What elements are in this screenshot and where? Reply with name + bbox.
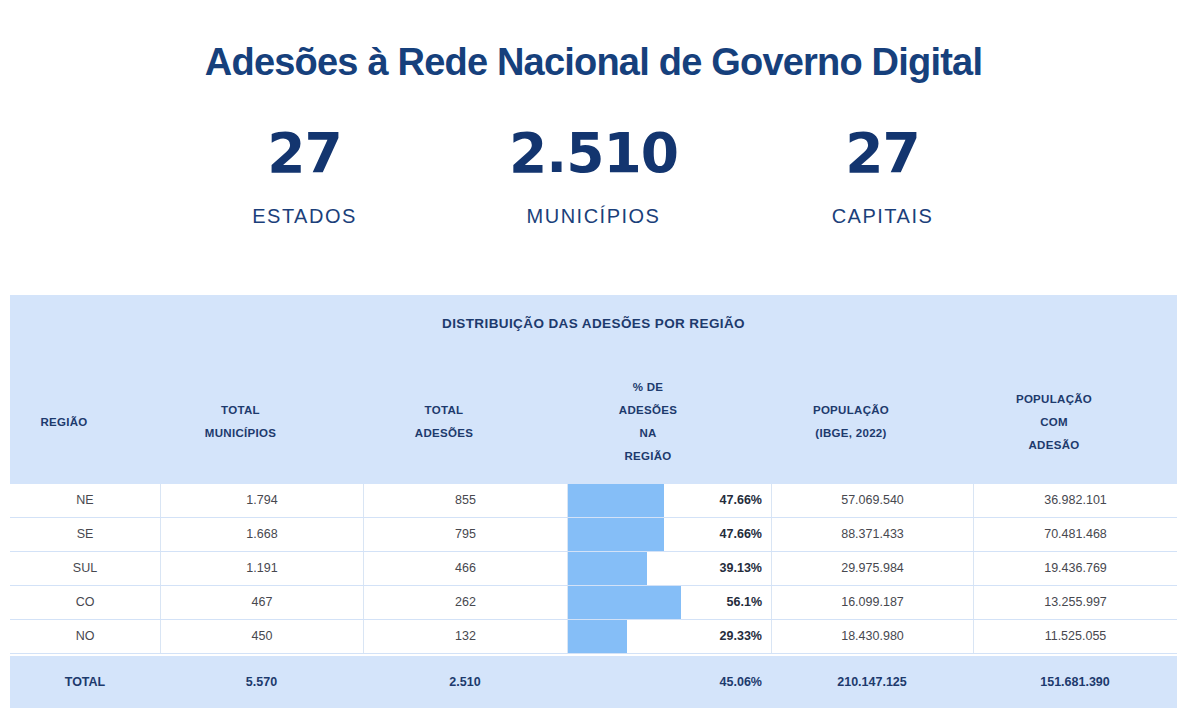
kpi-estados-value: 27 bbox=[160, 125, 449, 181]
cell-adesoes: 132 bbox=[363, 620, 567, 653]
cell-populacao: 57.069.540 bbox=[771, 484, 973, 517]
table-row-sul: SUL 1.191 466 39.13% 29.975.984 19.436.7… bbox=[10, 552, 1177, 586]
cell-pct: 39.13% bbox=[567, 552, 771, 585]
pct-bar bbox=[568, 518, 664, 551]
col-header-populacao: POPULAÇÃO(IBGE, 2022) bbox=[750, 399, 952, 445]
cell-populacao: 18.430.980 bbox=[771, 620, 973, 653]
pct-value: 29.33% bbox=[720, 629, 762, 643]
pct-bar bbox=[568, 586, 681, 619]
cell-pop-adesao: 70.481.468 bbox=[973, 518, 1177, 551]
table-row-no: NO 450 132 29.33% 18.430.980 11.525.055 bbox=[10, 620, 1177, 654]
pct-bar bbox=[568, 552, 647, 585]
cell-pct: 45.06% bbox=[567, 656, 771, 708]
cell-region: CO bbox=[10, 586, 160, 619]
cell-populacao: 88.371.433 bbox=[771, 518, 973, 551]
col-header-total-municipios: TOTALMUNICÍPIOS bbox=[139, 399, 342, 445]
cell-pct: 47.66% bbox=[567, 484, 771, 517]
table-body: NE 1.794 855 47.66% 57.069.540 36.982.10… bbox=[10, 484, 1177, 708]
cell-municipios: 5.570 bbox=[160, 656, 363, 708]
page-title: Adesões à Rede Nacional de Governo Digit… bbox=[0, 43, 1187, 81]
cell-pct: 29.33% bbox=[567, 620, 771, 653]
col-header-populacao-adesao: POPULAÇÃOCOMADESÃO bbox=[952, 388, 1156, 457]
table-header-row: REGIÃO TOTALMUNICÍPIOS TOTALADESÕES % DE… bbox=[0, 360, 1156, 484]
cell-populacao: 29.975.984 bbox=[771, 552, 973, 585]
table-row-co: CO 467 262 56.1% 16.099.187 13.255.997 bbox=[10, 586, 1177, 620]
cell-municipios: 1.191 bbox=[160, 552, 363, 585]
cell-pop-adesao: 19.436.769 bbox=[973, 552, 1177, 585]
col-header-total-adesoes: TOTALADESÕES bbox=[342, 399, 546, 445]
cell-adesoes: 855 bbox=[363, 484, 567, 517]
cell-pct: 56.1% bbox=[567, 586, 771, 619]
cell-populacao: 210.147.125 bbox=[771, 656, 973, 708]
cell-municipios: 1.794 bbox=[160, 484, 363, 517]
table-row-ne: NE 1.794 855 47.66% 57.069.540 36.982.10… bbox=[10, 484, 1177, 518]
pct-value: 47.66% bbox=[720, 493, 762, 507]
kpi-capitais: 27 CAPITAIS bbox=[738, 125, 1027, 224]
pct-value: 39.13% bbox=[720, 561, 762, 575]
cell-region: TOTAL bbox=[10, 656, 160, 708]
cell-pct: 47.66% bbox=[567, 518, 771, 551]
table-title: DISTRIBUIÇÃO DAS ADESÕES POR REGIÃO bbox=[10, 316, 1177, 331]
cell-region: NO bbox=[10, 620, 160, 653]
cell-region: NE bbox=[10, 484, 160, 517]
kpi-municipios-value: 2.510 bbox=[449, 125, 738, 181]
cell-region: SUL bbox=[10, 552, 160, 585]
kpi-estados-label: ESTADOS bbox=[160, 209, 449, 224]
cell-adesoes: 262 bbox=[363, 586, 567, 619]
kpi-municipios: 2.510 MUNICÍPIOS bbox=[449, 125, 738, 224]
cell-pop-adesao: 36.982.101 bbox=[973, 484, 1177, 517]
kpi-municipios-label: MUNICÍPIOS bbox=[449, 209, 738, 224]
report-page: Adesões à Rede Nacional de Governo Digit… bbox=[0, 0, 1187, 724]
cell-municipios: 450 bbox=[160, 620, 363, 653]
cell-pop-adesao: 11.525.055 bbox=[973, 620, 1177, 653]
col-header-pct-adesoes: % DEADESÕESNAREGIÃO bbox=[546, 376, 750, 468]
pct-bar bbox=[568, 484, 664, 517]
cell-municipios: 467 bbox=[160, 586, 363, 619]
cell-adesoes: 466 bbox=[363, 552, 567, 585]
cell-pop-adesao: 13.255.997 bbox=[973, 586, 1177, 619]
cell-adesoes: 2.510 bbox=[363, 656, 567, 708]
table-row-se: SE 1.668 795 47.66% 88.371.433 70.481.46… bbox=[10, 518, 1177, 552]
cell-adesoes: 795 bbox=[363, 518, 567, 551]
cell-region: SE bbox=[10, 518, 160, 551]
kpi-row: 27 ESTADOS 2.510 MUNICÍPIOS 27 CAPITAIS bbox=[0, 125, 1187, 224]
kpi-capitais-label: CAPITAIS bbox=[738, 209, 1027, 224]
cell-populacao: 16.099.187 bbox=[771, 586, 973, 619]
pct-bar bbox=[568, 620, 627, 653]
table-header: DISTRIBUIÇÃO DAS ADESÕES POR REGIÃO REGI… bbox=[10, 295, 1177, 484]
regions-table-panel: DISTRIBUIÇÃO DAS ADESÕES POR REGIÃO REGI… bbox=[10, 295, 1177, 708]
cell-pop-adesao: 151.681.390 bbox=[973, 656, 1177, 708]
cell-municipios: 1.668 bbox=[160, 518, 363, 551]
pct-value: 45.06% bbox=[720, 675, 762, 689]
pct-value: 47.66% bbox=[720, 527, 762, 541]
kpi-capitais-value: 27 bbox=[738, 125, 1027, 181]
kpi-estados: 27 ESTADOS bbox=[160, 125, 449, 224]
table-row-total: TOTAL 5.570 2.510 45.06% 210.147.125 151… bbox=[10, 654, 1177, 708]
col-header-regiao: REGIÃO bbox=[0, 411, 139, 434]
pct-value: 56.1% bbox=[727, 595, 762, 609]
